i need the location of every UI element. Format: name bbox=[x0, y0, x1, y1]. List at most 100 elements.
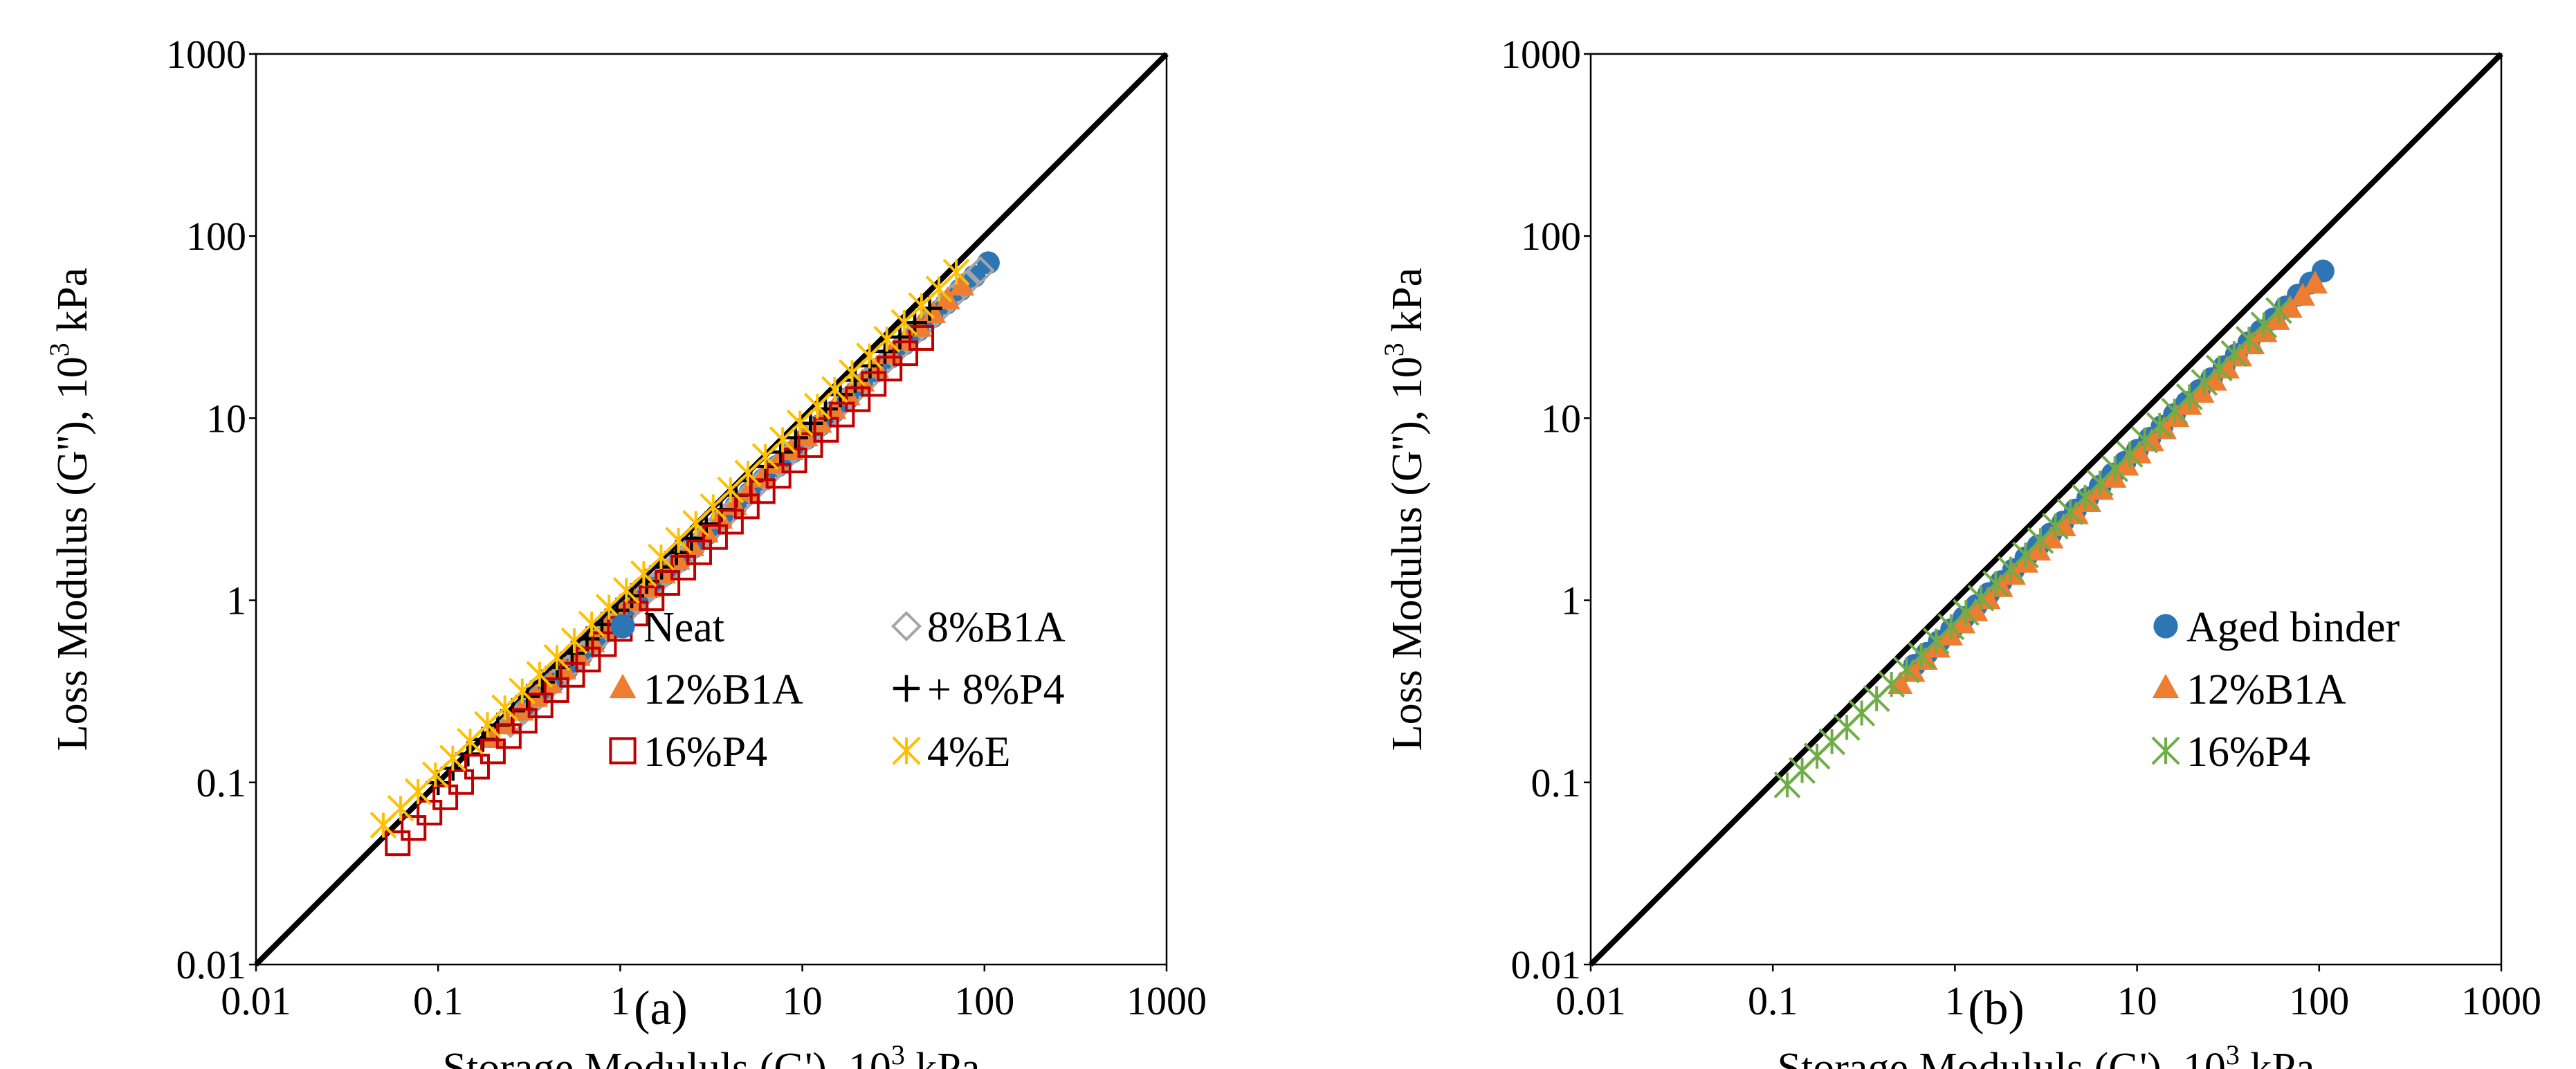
data-point bbox=[976, 251, 1000, 275]
data-point bbox=[887, 325, 913, 350]
series-16-p4 bbox=[1773, 297, 2292, 798]
legend-label: 12%B1A bbox=[643, 666, 803, 713]
data-point bbox=[664, 540, 689, 565]
plot-frame bbox=[255, 53, 1168, 966]
legend-marker bbox=[2153, 614, 2178, 639]
plot-frame bbox=[1589, 53, 2503, 966]
legend-label: Aged binder bbox=[2186, 604, 2400, 651]
data-point bbox=[1950, 610, 1976, 634]
y-tick-label: 1 bbox=[226, 578, 246, 623]
data-point bbox=[385, 830, 411, 857]
data-point bbox=[559, 641, 585, 666]
data-point bbox=[480, 725, 506, 749]
legend-label: 16%P4 bbox=[643, 729, 767, 776]
data-point bbox=[829, 401, 855, 428]
y-tick-label: 0.1 bbox=[1531, 760, 1582, 805]
legend: Neat 8%B1A 12%B1A + 8%P4 16%P4 4%E bbox=[609, 604, 1066, 776]
x-tick-label: 0.01 bbox=[1555, 978, 1626, 1023]
data-point bbox=[591, 631, 617, 657]
data-point bbox=[908, 325, 935, 351]
data-point bbox=[686, 539, 712, 565]
data-point bbox=[733, 493, 760, 520]
y-tick-label: 0.1 bbox=[197, 760, 247, 805]
legend-label: 16%P4 bbox=[2186, 729, 2310, 776]
y-tick-label: 1000 bbox=[166, 32, 246, 77]
legend-label: 12%B1A bbox=[2186, 666, 2346, 713]
x-tick-label: 1000 bbox=[1126, 978, 1207, 1023]
legend-marker bbox=[610, 614, 635, 639]
data-point bbox=[2114, 453, 2139, 476]
data-point bbox=[575, 646, 601, 673]
legend-label: Neat bbox=[643, 604, 724, 651]
y-tick-label: 0.01 bbox=[1511, 942, 1582, 987]
data-point bbox=[877, 356, 903, 382]
y-axis-label: Loss Modulus (G''), 103 kPa bbox=[44, 268, 96, 751]
data-point bbox=[2265, 297, 2292, 325]
x-tick-label: 100 bbox=[2289, 978, 2349, 1023]
y-axis-label: Loss Modulus (G''), 103 kPa bbox=[1378, 268, 1431, 751]
x-tick-label: 0.1 bbox=[1748, 978, 1798, 1023]
data-point bbox=[529, 669, 555, 695]
data-point bbox=[1925, 634, 1951, 658]
data-point bbox=[893, 340, 919, 367]
series-4-e bbox=[369, 258, 970, 839]
data-point bbox=[2290, 282, 2315, 306]
data-point bbox=[464, 753, 490, 780]
legend-marker bbox=[893, 675, 920, 702]
panel-label: (b) bbox=[1968, 982, 2025, 1035]
data-point bbox=[448, 769, 475, 795]
data-point bbox=[511, 708, 538, 734]
data-point bbox=[920, 300, 947, 323]
y-tick-label: 10 bbox=[206, 396, 246, 441]
data-point bbox=[2214, 356, 2240, 379]
data-point bbox=[559, 661, 585, 688]
x-tick-label: 100 bbox=[954, 978, 1014, 1023]
data-point bbox=[718, 509, 744, 535]
legend-marker bbox=[2151, 736, 2180, 765]
data-point bbox=[749, 478, 776, 504]
x-tick-label: 10 bbox=[783, 978, 823, 1023]
x-tick-label: 0.01 bbox=[221, 978, 291, 1023]
legend-marker bbox=[2152, 673, 2180, 699]
y-tick-label: 1 bbox=[1561, 578, 1581, 623]
legend-label: 4%E bbox=[927, 729, 1011, 776]
data-point bbox=[2277, 295, 2303, 318]
data-point bbox=[679, 525, 704, 551]
y-tick-label: 10 bbox=[1541, 396, 1581, 441]
data-point bbox=[2151, 416, 2177, 439]
legend-marker bbox=[609, 673, 637, 699]
x-tick-label: 1 bbox=[1945, 978, 1965, 1023]
chart-panel-b: 0.01 0.1 1 10 100 1000 0.01 0.1 1 10 100 1000 Aged b… bbox=[1378, 32, 2541, 1069]
data-point bbox=[639, 585, 665, 612]
data-point bbox=[813, 417, 839, 443]
data-point bbox=[765, 463, 792, 489]
data-point bbox=[527, 693, 554, 719]
chart-panel-a: 0.01 0.1 1 10 100 1000 0.01 0.1 1 10 100 1000 Neat 8%… bbox=[44, 32, 1207, 1069]
data-point bbox=[949, 273, 975, 296]
x-axis-label: Storage Modululs (G'), 103 kPa bbox=[443, 1039, 980, 1069]
data-point bbox=[426, 770, 451, 796]
data-point bbox=[623, 601, 649, 627]
legend: Aged binder 12%B1A 16%P4 bbox=[2151, 604, 2400, 776]
x-tick-label: 1 bbox=[610, 978, 630, 1023]
panel-label: (a) bbox=[634, 982, 688, 1035]
data-point bbox=[781, 447, 807, 473]
y-tick-label: 1000 bbox=[1501, 32, 1581, 77]
legend-marker bbox=[890, 610, 922, 642]
data-point bbox=[2038, 525, 2064, 549]
data-point bbox=[783, 425, 808, 450]
x-tick-label: 1000 bbox=[2461, 978, 2541, 1023]
data-point bbox=[2051, 513, 2076, 537]
legend-label: + 8%P4 bbox=[927, 666, 1065, 713]
y-tick-label: 0.01 bbox=[176, 942, 247, 987]
x-tick-label: 10 bbox=[2117, 978, 2157, 1023]
data-point bbox=[2025, 538, 2052, 561]
data-point bbox=[768, 439, 794, 465]
y-tick-label: 100 bbox=[1521, 214, 1581, 259]
data-point bbox=[966, 255, 995, 285]
x-tick-label: 0.1 bbox=[413, 978, 464, 1023]
x-axis-label: Storage Modululs (G'), 103 kPa bbox=[1778, 1039, 2315, 1069]
data-point bbox=[655, 570, 681, 596]
data-point bbox=[2302, 271, 2328, 294]
